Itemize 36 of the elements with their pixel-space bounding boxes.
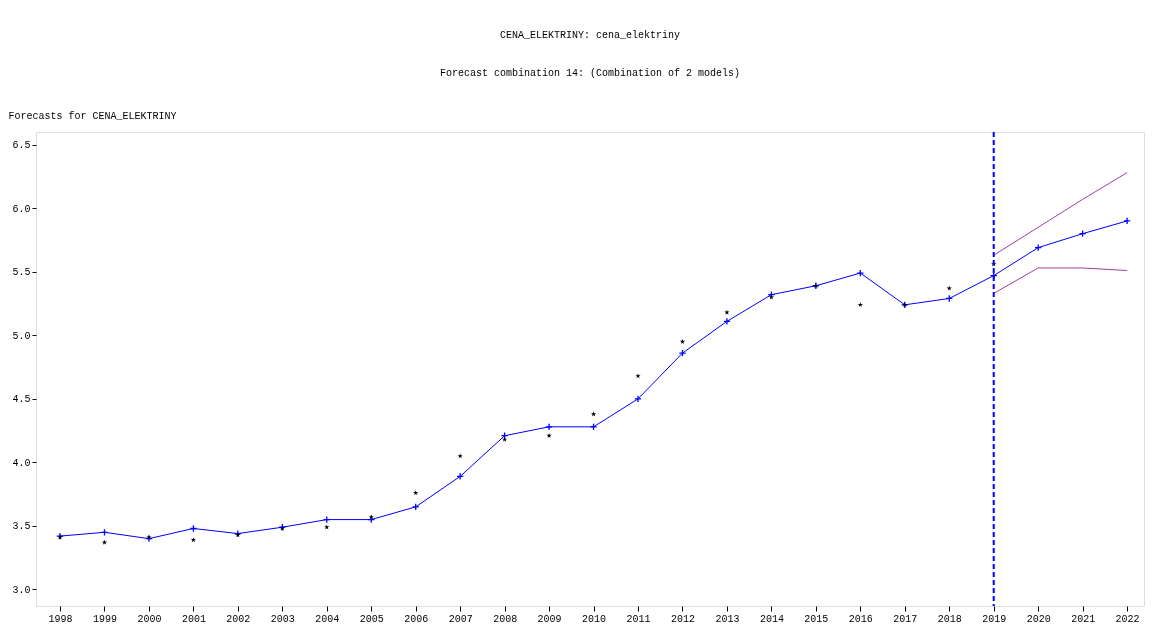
x-tick-label: 2000 [137, 613, 162, 625]
y-tick-label: 3.0 [12, 584, 31, 596]
y-tick-label: 4.0 [12, 457, 31, 469]
x-tick-label: 2015 [804, 613, 829, 625]
x-tick-label: 2009 [537, 613, 562, 625]
x-tick-label: 2006 [404, 613, 429, 625]
x-tick-label: 2020 [1026, 613, 1051, 625]
x-tick-label: 2002 [226, 613, 251, 625]
x-tick-label: 2007 [448, 613, 473, 625]
y-axis-title: Forecasts for CENA_ELEKTRINY [8, 110, 177, 122]
chart-subtitle: Forecast combination 14: (Combination of 2 models) [439, 68, 741, 79]
x-tick-label: 1999 [92, 613, 117, 625]
x-tick-label: 2010 [582, 613, 607, 625]
x-tick-label: 2019 [982, 613, 1007, 625]
y-tick-label: 5.0 [12, 330, 31, 342]
x-tick-label: 2021 [1071, 613, 1096, 625]
chart-title: CENA_ELEKTRINY: cena_elektriny [499, 30, 681, 41]
y-tick-label: 4.5 [12, 394, 31, 406]
x-tick-label: 2013 [715, 613, 740, 625]
x-tick-label: 2008 [493, 613, 518, 625]
x-tick-label: 1998 [48, 613, 73, 625]
y-tick-label: 6.5 [12, 140, 31, 152]
y-tick-label: 3.5 [12, 521, 31, 533]
y-tick-label: 5.5 [12, 267, 31, 279]
x-tick-label: 2016 [848, 613, 873, 625]
y-tick-label: 6.0 [12, 203, 31, 215]
x-tick-label: 2011 [626, 613, 651, 625]
x-tick-label: 2001 [181, 613, 206, 625]
x-tick-label: 2018 [937, 613, 962, 625]
x-tick-label: 2017 [893, 613, 918, 625]
x-tick-label: 2005 [359, 613, 384, 625]
x-tick-label: 2014 [759, 613, 784, 625]
x-tick-label: 2022 [1115, 613, 1140, 625]
x-tick-label: 2003 [270, 613, 295, 625]
x-tick-label: 2012 [670, 613, 695, 625]
x-tick-label: 2004 [315, 613, 340, 625]
